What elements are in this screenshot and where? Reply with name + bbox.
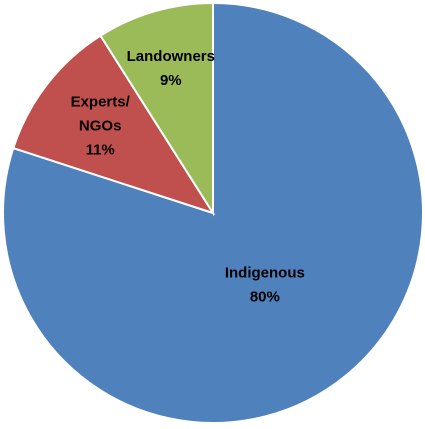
pie-slice-percent: 9% bbox=[160, 72, 182, 89]
pie-slice-label-1: Experts/NGOs 11% bbox=[71, 93, 131, 158]
pie-slice-category: NGOs bbox=[79, 117, 122, 134]
pie-slice-label-2: Landowners 9% bbox=[127, 48, 215, 89]
pie-slice-category: Indigenous bbox=[225, 264, 305, 281]
pie-slice-landowners bbox=[99, 1, 214, 217]
pie-slice-category: Landowners bbox=[127, 48, 215, 65]
pie-slice-label-0: Indigenous 80% bbox=[225, 264, 305, 305]
pie-slice-category: Experts/ bbox=[71, 93, 131, 110]
pie-slice-experts-ngos bbox=[12, 34, 216, 215]
pie-slice-percent: 80% bbox=[250, 288, 280, 305]
pie-slice-percent: 11% bbox=[86, 141, 115, 158]
